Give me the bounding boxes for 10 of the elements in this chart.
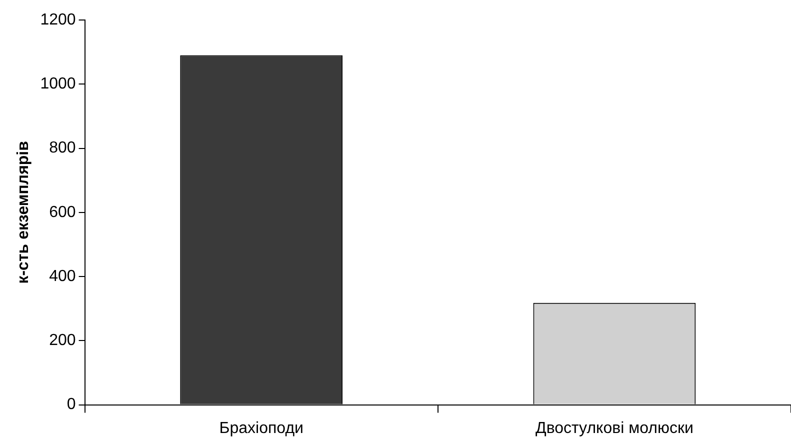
y-axis-title: к-сть екземплярів [15, 140, 32, 284]
x-tick-label: Двостулкові молюски [535, 420, 694, 437]
y-tick-label: 600 [49, 204, 76, 221]
x-tick-label: Брахіоподи [219, 420, 304, 437]
y-tick-label: 400 [49, 268, 76, 285]
y-tick-label: 200 [49, 332, 76, 350]
y-tick-label: 800 [49, 140, 76, 157]
y-tick-label: 1000 [40, 76, 76, 93]
y-tick-label: 1200 [40, 11, 76, 28]
y-tick-label: 0 [66, 396, 76, 414]
